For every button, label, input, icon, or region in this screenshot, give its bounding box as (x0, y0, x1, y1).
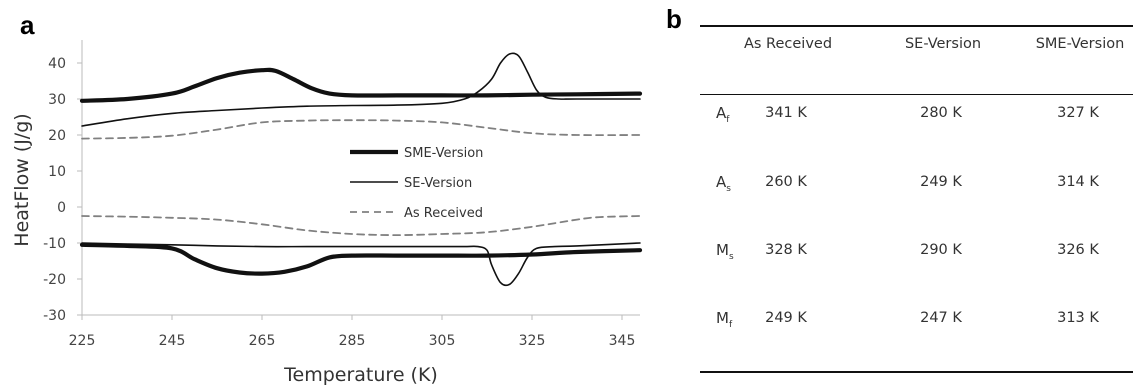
table-cell: 247 K (920, 310, 962, 326)
table-cell: 249 K (920, 174, 962, 190)
table-header-se-version: SE-Version (904, 36, 982, 52)
x-tick-label: 325 (519, 333, 546, 349)
y-tick-label: -20 (43, 272, 66, 288)
panel-b-label: b (666, 4, 682, 34)
y-tick-label: -10 (43, 236, 66, 252)
table-row-label-as: As (716, 173, 731, 194)
table-cell: 313 K (1057, 310, 1099, 326)
y-tick-label: 30 (48, 92, 66, 108)
table-cell: 260 K (765, 174, 807, 190)
x-tick-label: 265 (249, 333, 276, 349)
sme-version-heating-line (79, 67, 643, 103)
legend-label-sme-version: SME-Version (404, 146, 483, 161)
heatflow-chart: -30 -20 -10 0 10 20 30 40 225 245 265 285 305 325 345 T… (11, 40, 643, 386)
table-top-rule (700, 25, 1133, 27)
table-header-as-received: As Received (743, 36, 833, 52)
table-cell: 290 K (920, 242, 962, 258)
table-row-label-ms: Ms (716, 241, 734, 262)
x-tick-label: 305 (429, 333, 456, 349)
table-cell: 326 K (1057, 242, 1099, 258)
x-axis-title: Temperature (K) (283, 364, 438, 386)
table-cell: 341 K (765, 105, 807, 121)
y-tick-label: 0 (57, 200, 66, 216)
table-cell: 327 K (1057, 105, 1099, 121)
se-version-heating-line (81, 52, 641, 127)
as-received-cooling-line (81, 215, 641, 236)
y-tick-label: 40 (48, 56, 66, 72)
x-tick-label: 245 (159, 333, 186, 349)
y-tick-label: 20 (48, 128, 66, 144)
x-tick-label: 285 (339, 333, 366, 349)
y-axis-title: HeatFlow (J/g) (11, 113, 33, 246)
table-cell: 328 K (765, 242, 807, 258)
x-tick-label: 345 (609, 333, 636, 349)
x-tick-label: 225 (69, 333, 96, 349)
panel-a-label: a (20, 10, 35, 40)
table-row-label-mf: Mf (716, 309, 733, 330)
table-cell: 314 K (1057, 174, 1099, 190)
table-cell: 249 K (765, 310, 807, 326)
table-row-label-af: Af (716, 104, 730, 125)
as-received-heating-line (81, 119, 641, 140)
se-version-cooling-line (81, 242, 641, 287)
y-tick-label: -30 (43, 308, 66, 324)
sme-version-cooling-line (79, 242, 643, 276)
table-header-sme-version: SME-Version (1035, 36, 1125, 52)
table-cell: 280 K (920, 105, 962, 121)
legend-label-as-received: As Received (404, 206, 483, 221)
y-tick-label: 10 (48, 164, 66, 180)
table-header-rule (700, 94, 1133, 95)
legend-label-se-version: SE-Version (404, 176, 472, 191)
table-bottom-rule (700, 371, 1133, 373)
